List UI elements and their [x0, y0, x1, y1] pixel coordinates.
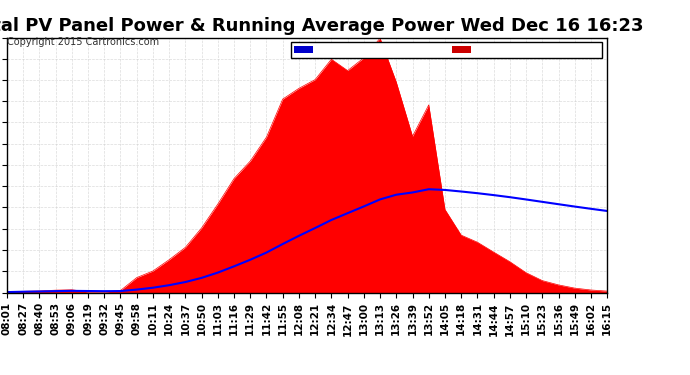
- Legend: Average  (DC Watts), PV Panels  (DC Watts): Average (DC Watts), PV Panels (DC Watts): [290, 42, 602, 58]
- Title: Total PV Panel Power & Running Average Power Wed Dec 16 16:23: Total PV Panel Power & Running Average P…: [0, 16, 644, 34]
- Text: Copyright 2015 Cartronics.com: Copyright 2015 Cartronics.com: [7, 37, 159, 47]
